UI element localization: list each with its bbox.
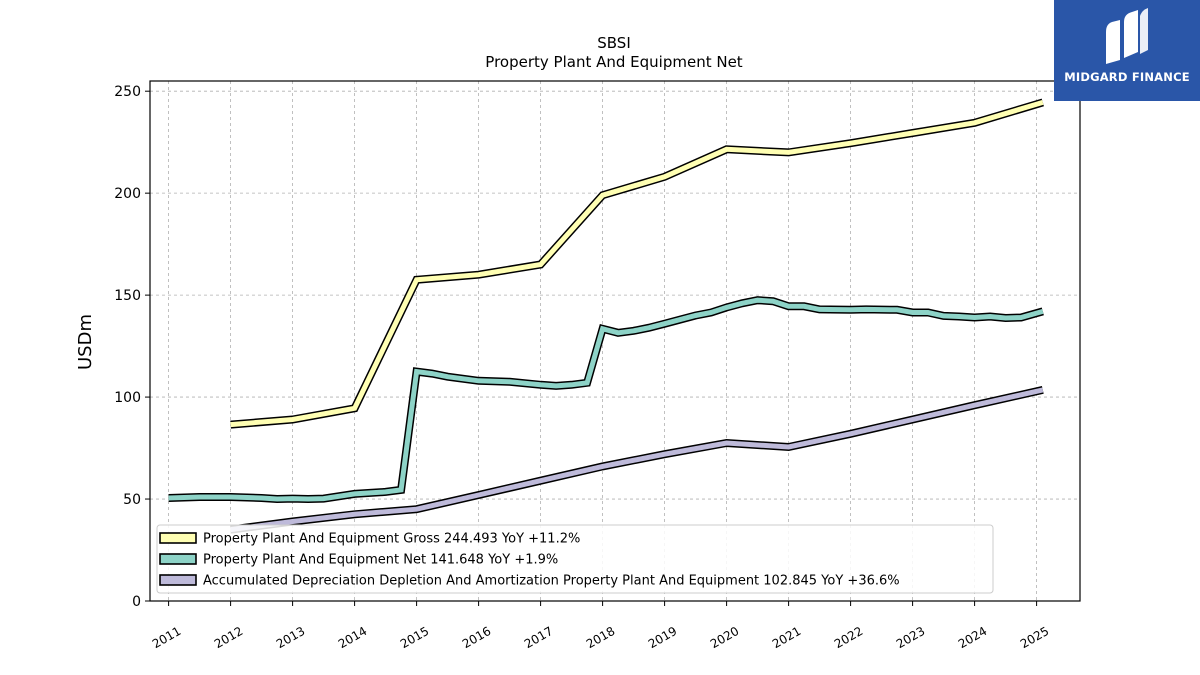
series-lines (168, 98, 1044, 534)
legend-swatch (159, 574, 197, 586)
plot-frame (149, 80, 1081, 602)
y-tick-label: 250 (114, 84, 141, 100)
legend-entry: Accumulated Depreciation Depletion And A… (203, 574, 900, 589)
x-tick-label: 2012 (212, 624, 245, 651)
x-tick-label: 2015 (398, 624, 431, 651)
series-line (230, 100, 1044, 428)
x-tick-label: 2018 (584, 624, 617, 651)
series-outline (230, 98, 1044, 429)
y-tick-label: 150 (114, 288, 141, 304)
x-tick-label: 2017 (522, 624, 555, 651)
x-tick-label: 2021 (770, 624, 803, 651)
chart-subtitle: Property Plant And Equipment Net (485, 53, 742, 71)
x-tick-label: 2013 (274, 624, 307, 651)
legend-swatch (159, 532, 197, 544)
x-tick-label: 2019 (646, 624, 679, 651)
brand-logo: MIDGARD FINANCE (1054, 0, 1200, 101)
chart-title: SBSI (597, 34, 631, 52)
x-tick-label: 2014 (336, 624, 369, 651)
y-tick-label: 50 (123, 492, 141, 508)
x-tick-label: 2024 (956, 624, 989, 651)
legend-entry: Property Plant And Equipment Net 141.648… (203, 553, 558, 568)
legend: Property Plant And Equipment Gross 244.4… (156, 524, 994, 594)
logo-mark-icon (1106, 8, 1148, 64)
series-line (168, 297, 1044, 502)
legend-box (156, 524, 994, 594)
y-tick-label: 100 (114, 390, 141, 406)
x-tick-label: 2020 (708, 624, 741, 651)
y-axis-label: USDm (75, 314, 96, 370)
logo-text: MIDGARD FINANCE (1064, 70, 1190, 84)
series-line (230, 387, 1044, 533)
x-tick-label: 2023 (894, 624, 927, 651)
x-tick-label: 2011 (150, 624, 183, 651)
x-tick-label: 2016 (460, 624, 493, 651)
gridlines (150, 81, 1080, 602)
legend-swatch (159, 553, 197, 565)
x-tick-label: 2025 (1018, 624, 1051, 651)
y-tick-label: 0 (132, 594, 141, 610)
y-tick-label: 200 (114, 186, 141, 202)
legend-entry: Property Plant And Equipment Gross 244.4… (203, 532, 580, 547)
x-tick-label: 2022 (832, 624, 865, 651)
